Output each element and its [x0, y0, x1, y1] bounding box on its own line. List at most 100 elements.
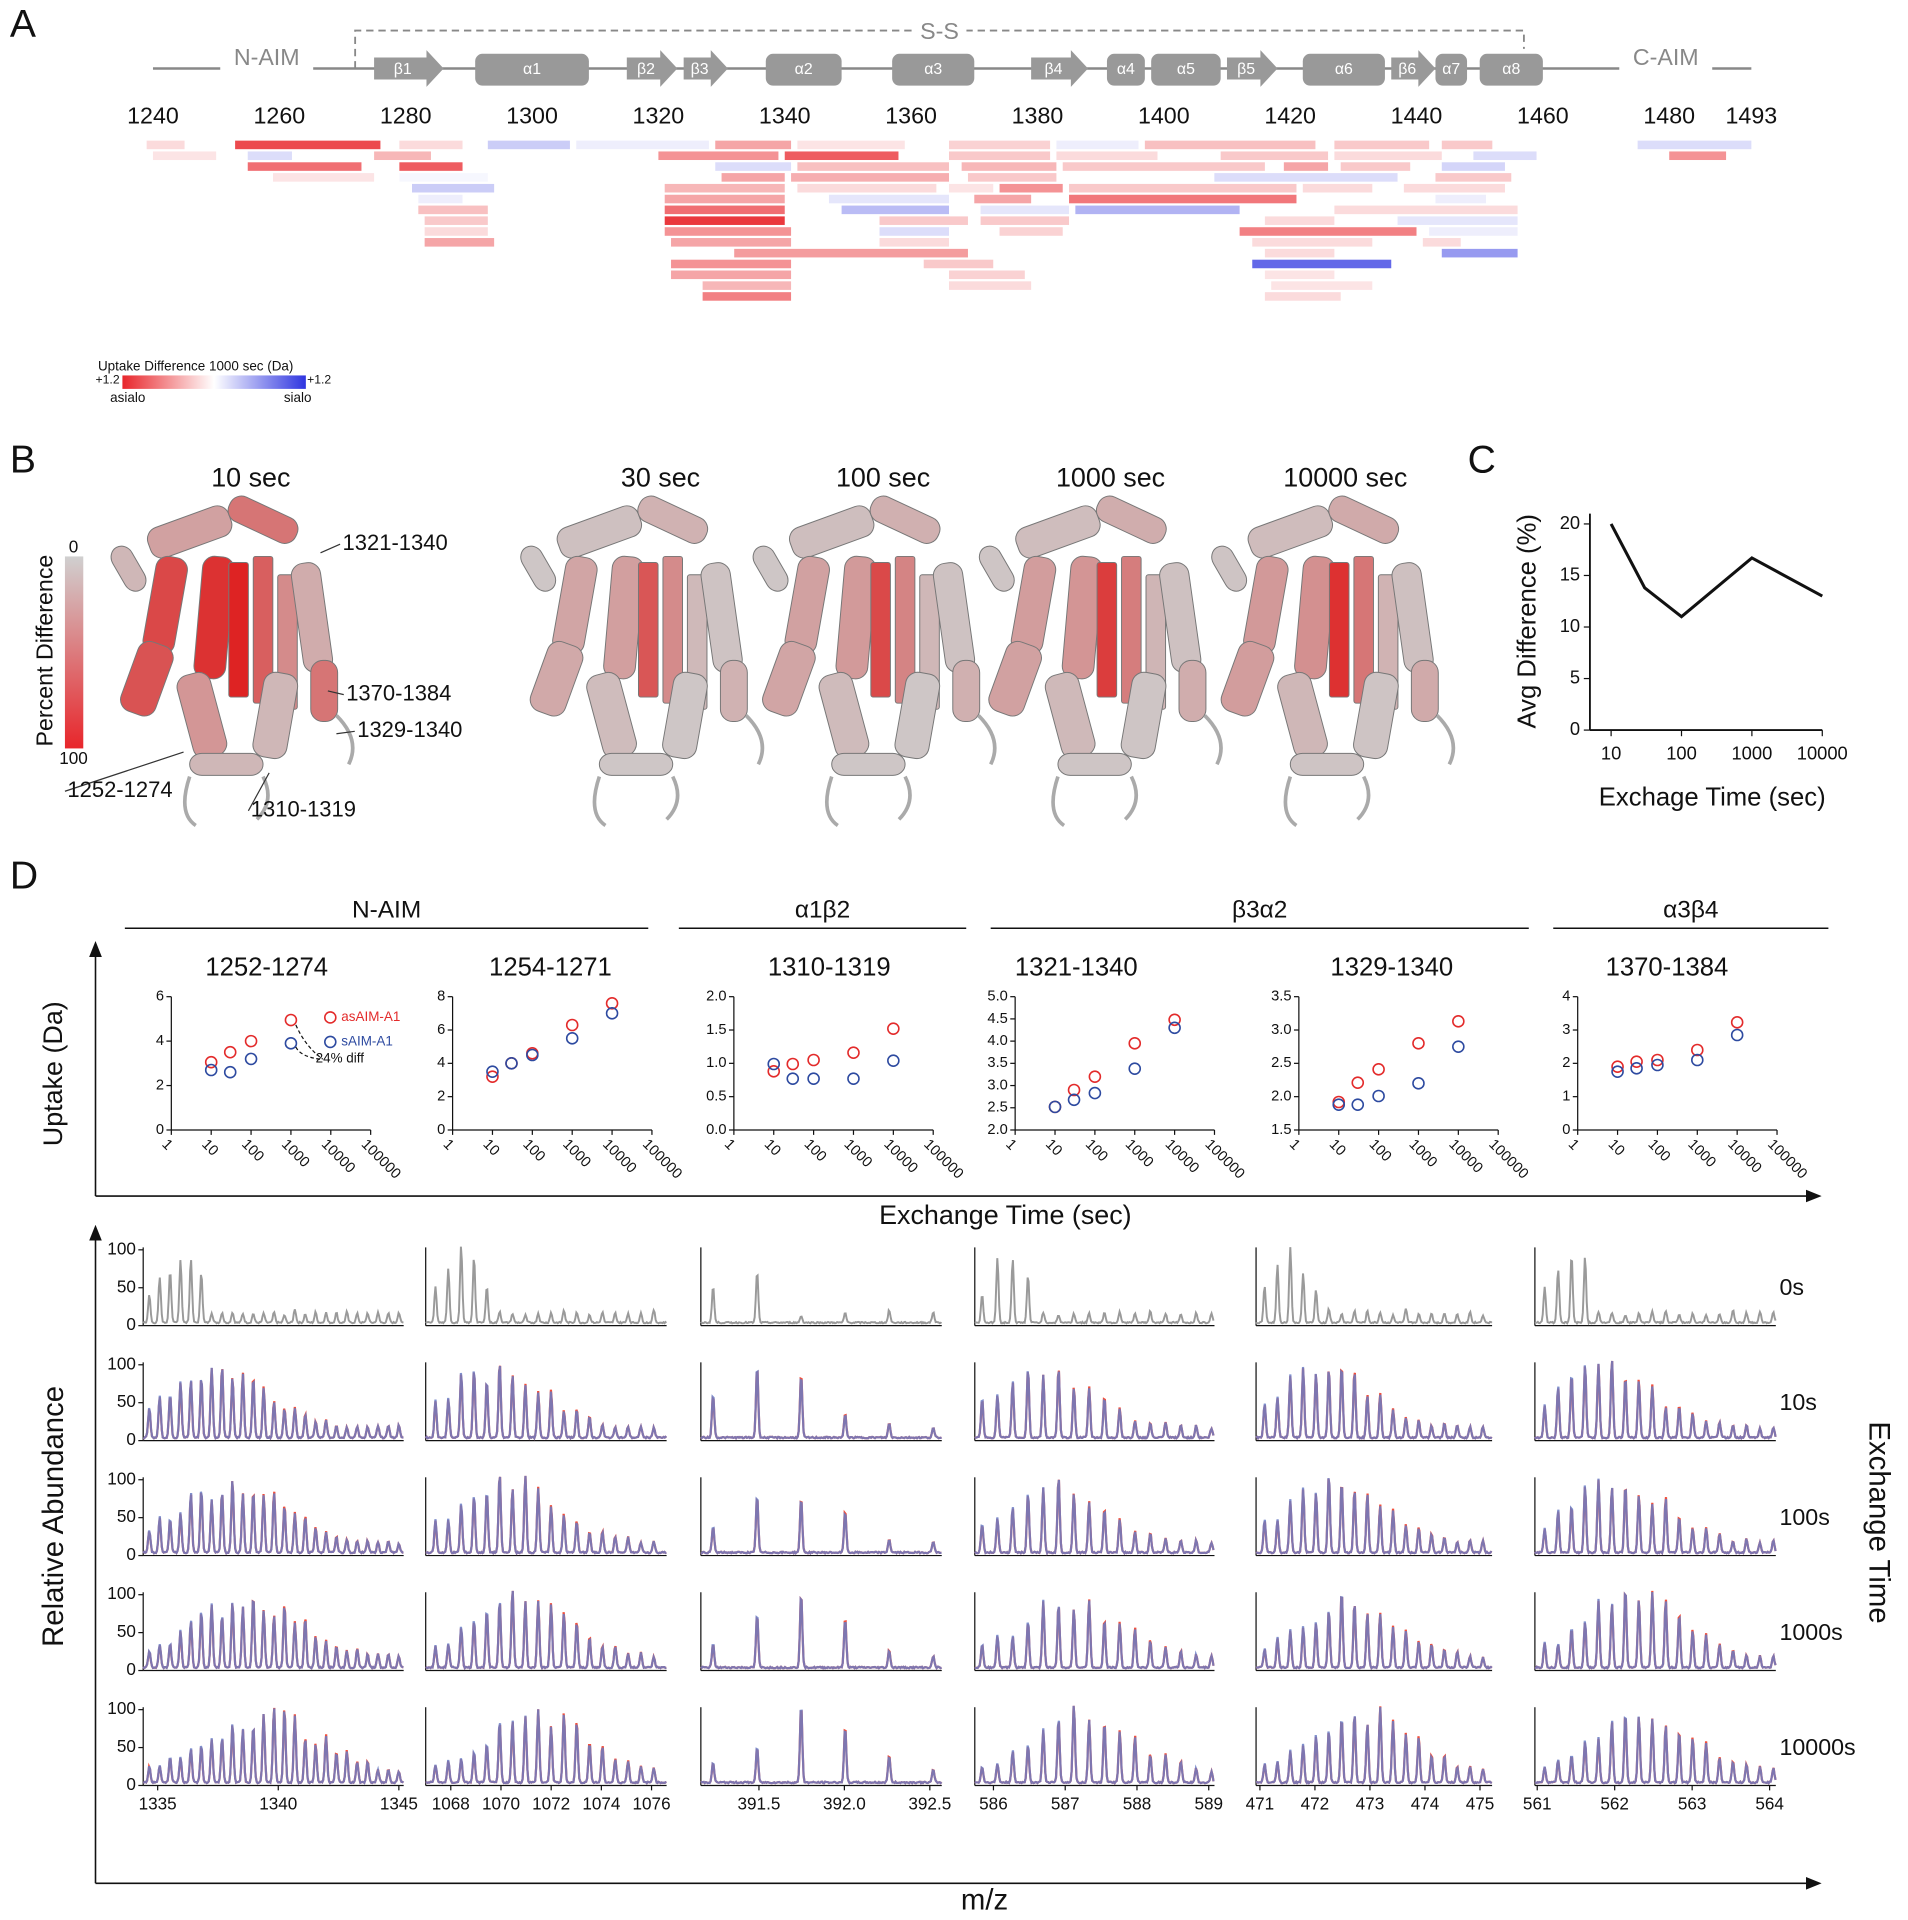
y-tick-label: 6	[156, 989, 164, 1005]
peptide-bar	[1239, 227, 1417, 236]
peptide-bar	[1214, 173, 1398, 182]
n-terminal-label: N-AIM	[234, 44, 300, 70]
x-tick-label: 10	[198, 1136, 221, 1159]
time-axis-label: Exchange Time	[1863, 1421, 1896, 1623]
x-tick-label: 1076	[633, 1795, 671, 1814]
element-label: β3	[691, 61, 709, 78]
time-label: 1000s	[1779, 1619, 1842, 1645]
point	[244, 1034, 258, 1048]
point	[1088, 1070, 1102, 1083]
ribbon	[176, 671, 228, 759]
spectrum	[700, 1709, 943, 1785]
peptide-bar	[797, 140, 905, 150]
peptide-bar	[967, 173, 1057, 182]
peptide-bar	[487, 140, 570, 150]
spectrum-group	[974, 1479, 1215, 1556]
spectrum	[1534, 1257, 1777, 1326]
ribbon	[637, 562, 659, 698]
peptide-bar	[974, 194, 1032, 204]
peptide-bar	[664, 194, 785, 204]
x-tick-label: 588	[1123, 1795, 1152, 1814]
x-tick-label: 100	[1645, 1136, 1674, 1165]
point	[807, 1072, 820, 1085]
x-tick-label: 10	[761, 1136, 784, 1159]
peptide-bar	[424, 227, 488, 236]
peptide-bar	[702, 292, 792, 301]
leader	[64, 751, 184, 792]
peptide-bar	[1264, 248, 1335, 258]
colorbar-tick: 0	[69, 537, 79, 556]
y-tick-label: 8	[437, 989, 445, 1005]
spectrum-group	[1534, 1257, 1777, 1326]
spectrum-group	[425, 1590, 667, 1671]
ribbon	[1220, 640, 1275, 717]
peptide-bar	[146, 140, 185, 150]
y-tick-label: 1.5	[706, 1022, 726, 1038]
point	[1412, 1037, 1425, 1050]
peptide-bar	[980, 205, 1070, 215]
point	[1128, 1037, 1142, 1050]
spectrum-group	[974, 1370, 1215, 1440]
x-tick-label: 1	[1002, 1136, 1019, 1153]
ribbon	[1353, 671, 1399, 760]
point	[1690, 1053, 1704, 1067]
x-tick-label: 1	[1565, 1136, 1582, 1153]
spectrum-group	[700, 1709, 943, 1785]
helix	[1106, 53, 1145, 86]
spectrum	[700, 1369, 943, 1440]
spectrum	[1255, 1477, 1493, 1556]
point	[887, 1022, 900, 1035]
peptide-bar	[702, 281, 792, 290]
point	[284, 1037, 298, 1050]
peptide-bar	[1075, 205, 1240, 215]
x-tick-label: 1	[1286, 1136, 1303, 1153]
y-tick-label: 0	[156, 1122, 164, 1138]
point	[1412, 1077, 1425, 1090]
x-tick-label: 10000	[1724, 1136, 1764, 1176]
point	[1128, 1062, 1142, 1075]
y-tick-label: 3.0	[1271, 1022, 1291, 1038]
plot-title: 1321-1340	[1015, 953, 1138, 981]
peptide-bar	[1435, 194, 1487, 204]
helix	[765, 53, 842, 86]
peptide-bar	[399, 162, 463, 171]
peptide-bar	[664, 205, 785, 215]
spectrum	[700, 1595, 943, 1671]
legend-marker	[324, 1035, 337, 1049]
ribbon	[637, 495, 709, 544]
peptide-bar	[734, 248, 968, 258]
spectrum	[1255, 1247, 1493, 1325]
y-tick-label: 4.0	[987, 1033, 1007, 1049]
element-label: α2	[795, 61, 813, 78]
annotation: 24% diff	[316, 1051, 365, 1066]
spectrum	[700, 1497, 942, 1556]
point	[1372, 1063, 1385, 1076]
spectrum	[1534, 1591, 1777, 1670]
spectrum	[424, 1365, 668, 1441]
x-tick-label: 10	[480, 1136, 503, 1159]
ribbon	[1095, 495, 1167, 544]
x-tick-label: 473	[1356, 1795, 1385, 1814]
colorbar-limit: +1.2	[307, 373, 331, 387]
panel-label: D	[10, 854, 38, 897]
x-tick-label: 1493	[1726, 103, 1778, 129]
y-tick-label: 5.0	[987, 989, 1007, 1005]
peptide-bar	[1144, 140, 1316, 150]
point	[786, 1057, 800, 1071]
x-tick-label: 100	[1082, 1136, 1111, 1165]
spectrum	[700, 1496, 942, 1556]
peptide-bar	[412, 183, 495, 193]
y-tick-label: 100	[107, 1469, 136, 1488]
peptide-bar	[1252, 238, 1373, 247]
y-tick-label: 1.5	[1271, 1122, 1291, 1138]
peptide-bar	[664, 216, 785, 225]
legend-marker	[324, 1011, 337, 1024]
x-tick-label: 100000	[1485, 1136, 1531, 1182]
ribbon	[1289, 752, 1365, 776]
element-label: α6	[1335, 61, 1353, 78]
peptide-bar	[1473, 151, 1537, 161]
point	[1048, 1100, 1062, 1114]
ribbon	[719, 659, 748, 723]
y-tick-label: 2.0	[987, 1122, 1007, 1138]
structure	[520, 495, 765, 828]
